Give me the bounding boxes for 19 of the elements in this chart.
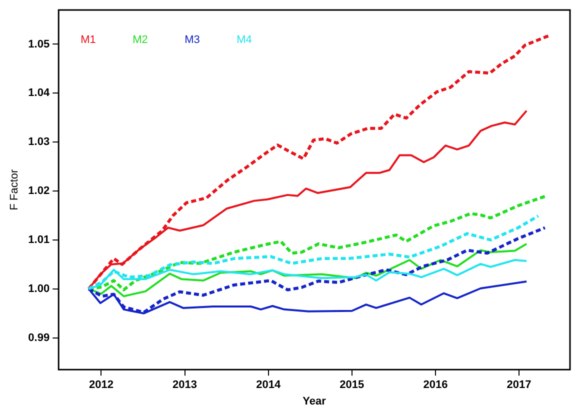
text: M1	[80, 34, 96, 46]
y-tick-label: 1.01	[28, 234, 50, 246]
y-tick-label: 1.02	[28, 185, 50, 198]
x-tick-label: 2013	[172, 379, 198, 392]
x-tick-label: 2014	[256, 379, 282, 392]
x-tick-label: 2017	[506, 379, 532, 392]
x-tick-label: 2016	[423, 379, 448, 392]
text: M4	[236, 34, 252, 46]
x-tick-label: 2015	[340, 379, 364, 392]
x-axis-title: Year	[302, 395, 327, 408]
y-tick-label: 0.99	[28, 332, 50, 344]
y-tick-label: 1.05	[28, 38, 50, 50]
y-axis-title: F Factor	[8, 168, 21, 210]
y-tick-label: 1.04	[28, 87, 50, 100]
text: M3	[184, 34, 200, 46]
text: M2	[132, 34, 148, 46]
y-tick-label: 1.00	[28, 282, 50, 295]
y-tick-label: 1.03	[28, 136, 50, 148]
x-tick-label: 2012	[88, 379, 114, 392]
